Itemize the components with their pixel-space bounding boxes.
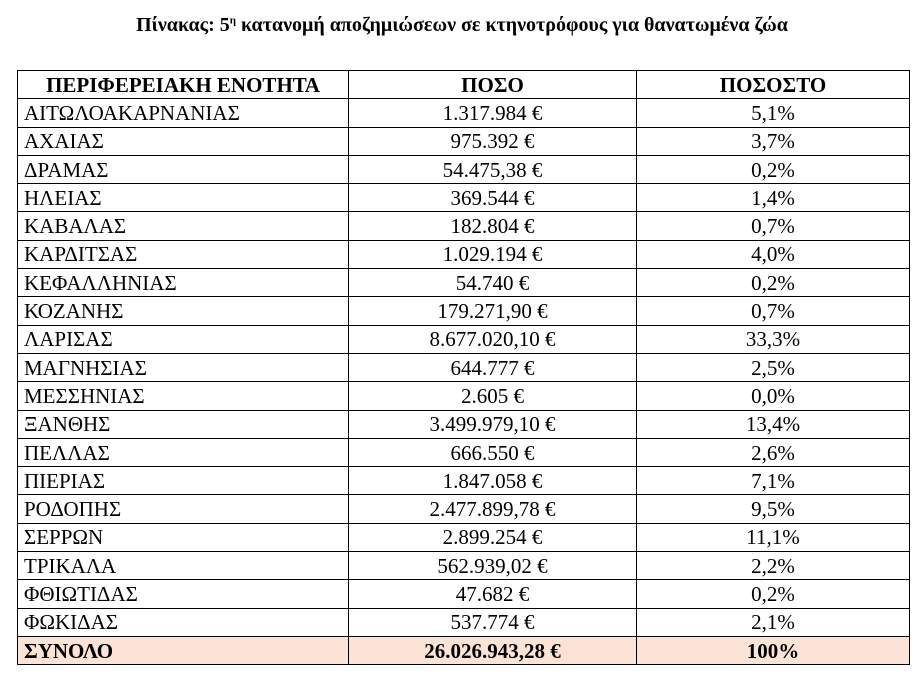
head-row: ΠΕΡΙΦΕΡΕΙΑΚΗ ΕΝΟΤΗΤΑ ΠΟΣΟ ΠΟΣΟΣΤΟ [17,69,910,100]
cell: 26.026.943,28 € [348,635,637,666]
cell: ΦΘΙΩΤΙΔΑΣ [17,579,349,609]
cell: 54.475,38 € [348,154,637,185]
data-row: ΚΟΖΑΝΗΣ 179.271,90 €0,7% [17,296,910,326]
cell: 2,5% [636,352,910,383]
cell: 1.847.058 € [348,466,637,496]
cell: 2,1% [636,607,910,637]
title-text: κατανομή αποζημιώσεων σε κτηνοτρόφους γι… [236,14,788,36]
cell: 2,6% [636,437,910,468]
data-row: ΤΡΙΚΑΛΑ 562.939,02 €2,2% [17,551,910,581]
data-row: ΔΡΑΜΑΣ 54.475,38 €0,2% [17,154,910,185]
cell: 0,7% [636,296,910,326]
cell: ΚΕΦΑΛΛΗΝΙΑΣ [17,268,349,298]
cell: 33,3% [636,324,910,354]
cell: 0,2% [636,579,910,609]
cell: ΑΧΑΙΑΣ [17,126,349,156]
cell: 2.899.254 € [348,522,637,553]
data-row: ΑΧΑΙΑΣ 975.392 €3,7% [17,126,910,156]
cell: 13,4% [636,409,910,439]
cell: 7,1% [636,466,910,496]
data-row: ΛΑΡΙΣΑΣ 8.677.020,10 €33,3% [17,324,910,354]
cell: 11,1% [636,522,910,553]
cell: 4,0% [636,239,910,270]
data-row: ΣΕΡΡΩΝ 2.899.254 €11,1% [17,522,910,553]
cell: ΡΟΔΟΠΗΣ [17,494,349,524]
cell: 562.939,02 € [348,551,637,581]
cell: 47.682 € [348,579,637,609]
cell: ΑΙΤΩΛΟΑΚΑΡΝΑΝΙΑΣ [17,98,349,128]
cell: 3,7% [636,126,910,156]
cell: 2,2% [636,551,910,581]
cell: 0,7% [636,211,910,241]
title: Πίνακας: 5η κατανομή αποζημιώσεων σε κτη… [0,14,924,37]
cell: 3.499.979,10 € [348,409,637,439]
data-row: ΗΛΕΙΑΣ 369.544 €1,4% [17,183,910,213]
cell: ΚΟΖΑΝΗΣ [17,296,349,326]
data-row: ΜΕΣΣΗΝΙΑΣ 2.605 €0,0% [17,381,910,411]
table: ΠΕΡΙΦΕΡΕΙΑΚΗ ΕΝΟΤΗΤΑ ΠΟΣΟ ΠΟΣΟΣΤΟ ΑΙΤΩΛΟΑΚΑ… [17,69,910,666]
cell: ΞΑΝΘΗΣ [17,409,349,439]
cell: 9,5% [636,494,910,524]
title-text: Πίνακας: 5 [136,14,230,36]
data-row: ΦΩΚΙΔΑΣ 537.774 €2,1% [17,607,910,637]
cell: ΤΡΙΚΑΛΑ [17,551,349,581]
cell: ΜΕΣΣΗΝΙΑΣ [17,381,349,411]
cell: ΠΕΡΙΦΕΡΕΙΑΚΗ ΕΝΟΤΗΤΑ [17,69,349,100]
data-row: ΚΕΦΑΛΛΗΝΙΑΣ 54.740 €0,2% [17,268,910,298]
data-row: ΠΙΕΡΙΑΣ 1.847.058 €7,1% [17,466,910,496]
cell: 179.271,90 € [348,296,637,326]
cell: 0,2% [636,268,910,298]
data-row: ΜΑΓΝΗΣΙΑΣ 644.777 €2,5% [17,352,910,383]
cell: ΚΑΒΑΛΑΣ [17,211,349,241]
cell: 2.477.899,78 € [348,494,637,524]
data-row: ΚΑΡΔΙΤΣΑΣ 1.029.194 €4,0% [17,239,910,270]
cell: ΠΟΣΟΣΤΟ [636,69,910,100]
cell: 182.804 € [348,211,637,241]
data-row: ΑΙΤΩΛΟΑΚΑΡΝΑΝΙΑΣ 1.317.984 €5,1% [17,98,910,128]
cell: ΦΩΚΙΔΑΣ [17,607,349,637]
total-row: ΣΥΝΟΛΟ 26.026.943,28 €100% [17,635,910,666]
cell: ΣΕΡΡΩΝ [17,522,349,553]
cell: 537.774 € [348,607,637,637]
cell: ΠΟΣΟ [348,69,637,100]
cell: 5,1% [636,98,910,128]
data-row: ΦΘΙΩΤΙΔΑΣ 47.682 €0,2% [17,579,910,609]
cell: ΗΛΕΙΑΣ [17,183,349,213]
cell: 644.777 € [348,352,637,383]
cell: ΛΑΡΙΣΑΣ [17,324,349,354]
cell: ΠΕΛΛΑΣ [17,437,349,468]
title-superscript: η [229,14,237,27]
data-row: ΠΕΛΛΑΣ 666.550 €2,6% [17,437,910,468]
cell: 1.029.194 € [348,239,637,270]
cell: 666.550 € [348,437,637,468]
data-row: ΡΟΔΟΠΗΣ 2.477.899,78 €9,5% [17,494,910,524]
cell: 975.392 € [348,126,637,156]
cell: ΔΡΑΜΑΣ [17,154,349,185]
table-body: ΠΕΡΙΦΕΡΕΙΑΚΗ ΕΝΟΤΗΤΑ ΠΟΣΟ ΠΟΣΟΣΤΟ ΑΙΤΩΛΟΑΚΑ… [17,69,910,666]
cell: 0,0% [636,381,910,411]
cell: ΣΥΝΟΛΟ [17,635,349,666]
cell: ΚΑΡΔΙΤΣΑΣ [17,239,349,270]
data-row: ΞΑΝΘΗΣ 3.499.979,10 €13,4% [17,409,910,439]
cell: 54.740 € [348,268,637,298]
cell: 0,2% [636,154,910,185]
cell: ΠΙΕΡΙΑΣ [17,466,349,496]
cell: 369.544 € [348,183,637,213]
data-row: ΚΑΒΑΛΑΣ 182.804 €0,7% [17,211,910,241]
cell: 8.677.020,10 € [348,324,637,354]
cell: ΜΑΓΝΗΣΙΑΣ [17,352,349,383]
cell: 1.317.984 € [348,98,637,128]
cell: 2.605 € [348,381,637,411]
cell: 1,4% [636,183,910,213]
cell: 100% [636,635,910,666]
